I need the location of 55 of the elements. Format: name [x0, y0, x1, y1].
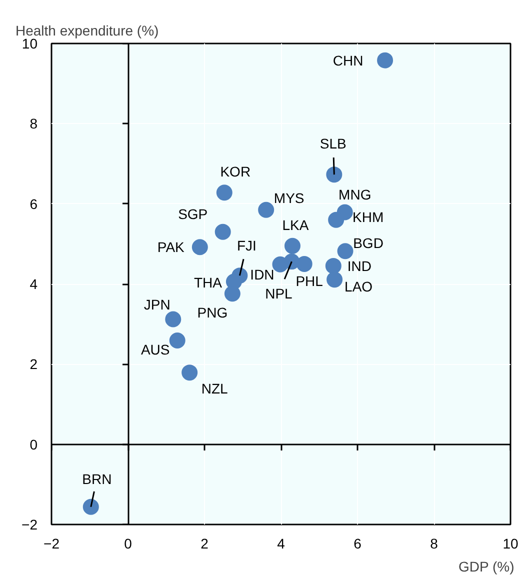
y-axis-title: Health expenditure (%): [16, 22, 159, 38]
point: [182, 364, 198, 381]
y-tick-label: 0: [30, 436, 38, 452]
data-label: IND: [347, 258, 372, 274]
data-label: PAK: [157, 239, 186, 256]
data-label: AUS: [140, 342, 170, 358]
data-label: BGD: [353, 235, 384, 252]
data-label: BRN: [82, 470, 112, 487]
data-label: PHL: [296, 272, 324, 289]
x-tick-label: −2: [44, 536, 60, 552]
x-tick-label: 4: [277, 536, 286, 552]
data-label: SLB: [320, 136, 346, 152]
y-tick-label: 2: [30, 356, 38, 372]
point: [326, 272, 343, 288]
y-tick-label: 6: [30, 196, 38, 212]
y-tick-label: 10: [22, 36, 38, 52]
data-label: SGP: [178, 206, 208, 222]
point: [165, 311, 182, 328]
data-label: THA: [194, 274, 223, 291]
x-tick-label: 2: [200, 536, 209, 552]
x-tick-label: 0: [124, 536, 132, 552]
point: [258, 202, 274, 218]
data-label: IDN: [250, 266, 274, 282]
data-label: LAO: [344, 278, 373, 295]
point: [296, 256, 312, 272]
point: [326, 166, 342, 183]
point: [325, 258, 342, 274]
point: [284, 238, 300, 254]
data-label: MYS: [274, 190, 304, 206]
x-tick-label: 10: [502, 536, 518, 552]
point: [82, 498, 99, 515]
point: [216, 184, 232, 201]
point: [377, 52, 394, 68]
point: [192, 239, 208, 256]
data-label: JPN: [144, 296, 170, 312]
data-label: NPL: [265, 286, 293, 302]
y-tick-label: −2: [22, 516, 38, 532]
point: [328, 212, 344, 228]
data-label: LKA: [282, 216, 310, 233]
data-label: MNG: [338, 186, 372, 202]
point: [337, 243, 354, 260]
data-label: NZL: [201, 380, 228, 397]
data-label: PNG: [197, 304, 228, 321]
data-label: FJI: [236, 238, 256, 254]
y-tick-label: 8: [30, 116, 38, 132]
x-tick-label: 6: [354, 536, 362, 552]
data-label: KOR: [220, 164, 251, 180]
x-tick-label: 8: [430, 536, 438, 552]
point: [169, 332, 186, 349]
y-tick-label: 4: [30, 276, 38, 292]
point: [214, 224, 231, 240]
point: [224, 286, 240, 302]
data-label: CHN: [332, 52, 364, 68]
data-label: KHM: [352, 208, 384, 225]
x-axis-title: GDP (%): [458, 558, 514, 574]
